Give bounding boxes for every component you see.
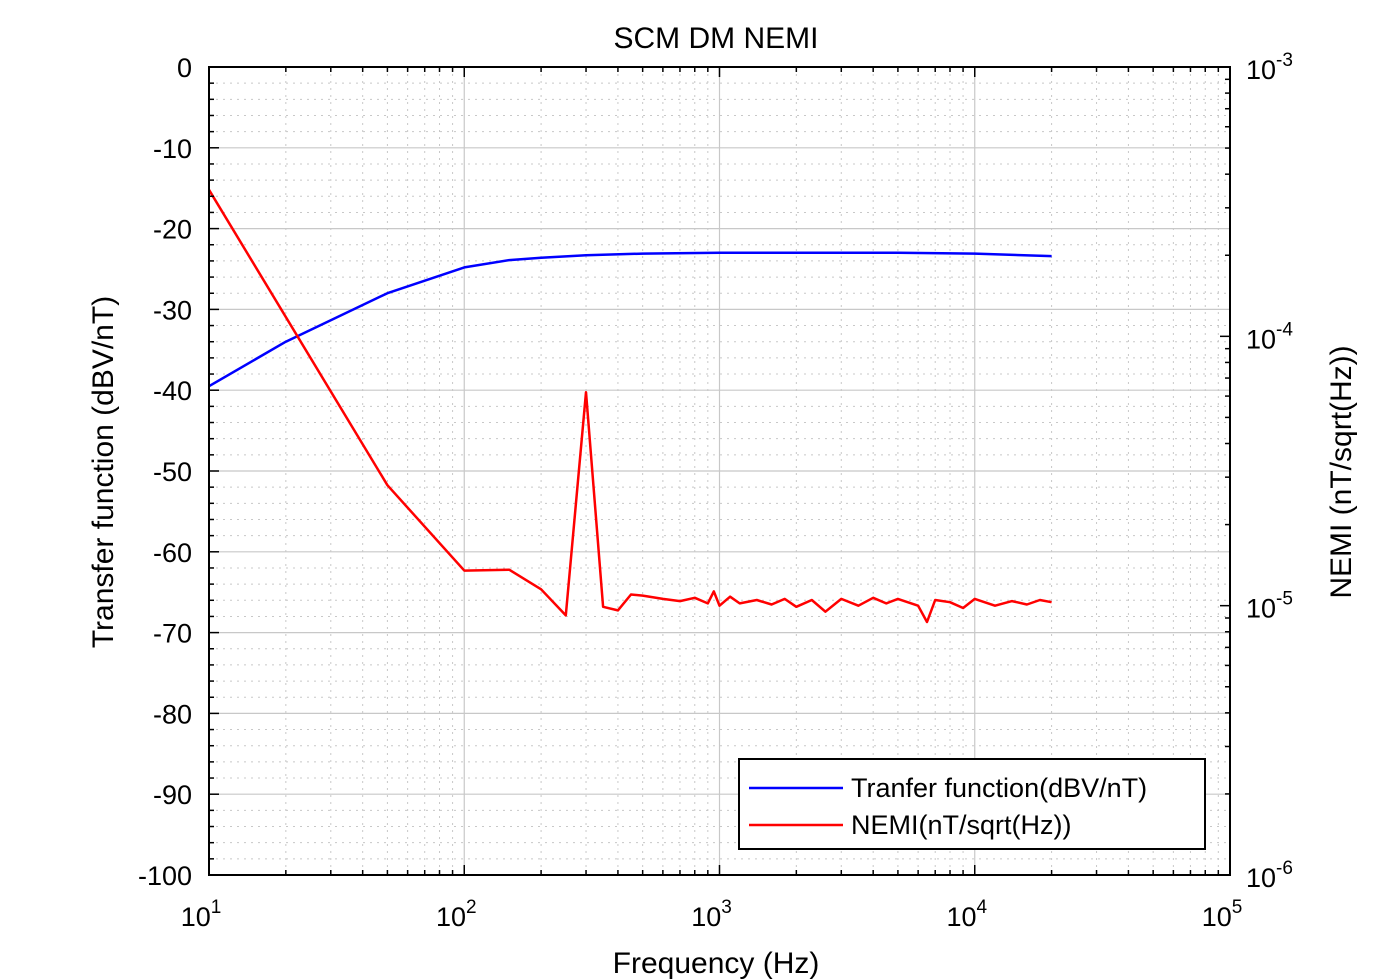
y-right-tick-label: 10-4 — [1246, 319, 1293, 354]
legend: Tranfer function(dBV/nT) NEMI(nT/sqrt(Hz… — [738, 758, 1206, 850]
legend-box — [738, 758, 1206, 850]
y-left-tick-label: -60 — [153, 538, 192, 568]
x-tick-labels: 101 102 103 104 105 — [181, 897, 1243, 932]
series-line-transfer-function — [208, 251, 1052, 388]
x-tick-label: 104 — [946, 897, 987, 932]
y-left-tick-label: -10 — [153, 134, 192, 164]
x-tick-label: 102 — [436, 897, 477, 932]
x-tick-label: 101 — [181, 897, 222, 932]
y-left-tick-label: -40 — [153, 376, 192, 406]
y-left-tick-label: -30 — [153, 295, 192, 325]
y-left-axis-label: Transfer function (dBV/nT) — [87, 296, 120, 648]
y-left-tick-label: -20 — [153, 215, 192, 245]
y-left-tick-labels: 0 -10 -20 -30 -40 -50 -60 -70 -80 -90 -100 — [138, 53, 192, 891]
y-left-tick-label: -70 — [153, 619, 192, 649]
y-left-tick-label: -100 — [138, 861, 192, 891]
x-tick-label: 103 — [691, 897, 732, 932]
x-axis-label: Frequency (Hz) — [613, 947, 820, 980]
y-right-axis-label: NEMI (nT/sqrt(Hz)) — [1325, 345, 1358, 598]
y-right-tick-label: 10-3 — [1246, 50, 1293, 85]
tick-marks — [208, 66, 1231, 876]
x-tick-label: 105 — [1202, 897, 1243, 932]
y-left-tick-label: -50 — [153, 457, 192, 487]
y-right-tick-label: 10-6 — [1246, 858, 1293, 893]
y-right-tick-labels: 10-3 10-4 10-5 10-6 — [1246, 50, 1293, 893]
y-left-tick-label: -80 — [153, 699, 192, 729]
series-line-nemi — [207, 189, 1052, 624]
plot-area — [207, 189, 1052, 624]
chart-title: SCM DM NEMI — [614, 22, 819, 55]
y-left-tick-label: -90 — [153, 780, 192, 810]
legend-label-nemi: NEMI(nT/sqrt(Hz)) — [851, 810, 1071, 840]
y-left-tick-label: 0 — [177, 53, 192, 83]
legend-label-transfer: Tranfer function(dBV/nT) — [851, 773, 1147, 803]
y-right-tick-label: 10-5 — [1246, 589, 1293, 624]
